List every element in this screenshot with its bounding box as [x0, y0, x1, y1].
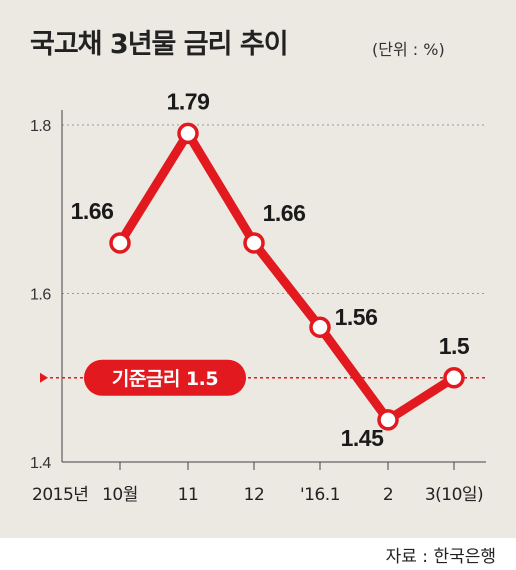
- data-label: 1.56: [335, 304, 378, 330]
- line-chart: 1.4 1.6 1.8 10월 11 12 '16.1 2 3(10일) 2015년 기준금리 1…: [30, 88, 486, 505]
- y-tick-label: 1.4: [30, 455, 51, 472]
- x-tick-label: 3(10일): [425, 485, 483, 505]
- reference-line-group: 기준금리 1.5: [40, 359, 486, 396]
- y-tick-label: 1.8: [30, 118, 51, 135]
- reference-label: 기준금리 1.5: [112, 368, 218, 390]
- chart-card: [0, 0, 516, 538]
- x-tick-label: 2: [383, 485, 393, 505]
- source-bar: [0, 538, 516, 570]
- data-label: 1.79: [167, 88, 210, 114]
- data-label: 1.45: [341, 425, 384, 451]
- x-tick-label: 10월: [102, 485, 138, 505]
- data-point: [177, 122, 199, 145]
- grid-lines: [62, 124, 486, 294]
- reference-badge: [84, 359, 246, 396]
- x-tick-label: 12: [244, 485, 265, 505]
- data-point: [443, 367, 465, 389]
- x-year-prefix: 2015년: [32, 485, 88, 505]
- series-line: [116, 124, 457, 426]
- data-point: [309, 316, 331, 338]
- data-label: 1.66: [263, 200, 306, 226]
- y-tick-label: 1.6: [30, 287, 51, 304]
- data-label: 1.66: [71, 198, 114, 224]
- data-point: [109, 232, 131, 254]
- data-points: [109, 122, 465, 431]
- x-tick-label: 11: [178, 485, 199, 505]
- data-point: [377, 409, 399, 431]
- x-tick-label: '16.1: [300, 485, 340, 505]
- chart-title: 국고채 3년물 금리 추이: [30, 29, 289, 60]
- reference-arrow-icon: [40, 372, 48, 383]
- axes: 1.4 1.6 1.8 10월 11 12 '16.1 2 3(10일) 2015년: [30, 110, 486, 505]
- series-line-group: [116, 124, 457, 426]
- data-label: 1.5: [439, 333, 470, 359]
- unit-label: (단위 : %): [372, 40, 445, 59]
- data-point: [243, 232, 265, 254]
- data-labels: 1.66 1.79 1.66 1.56 1.45 1.5: [71, 88, 471, 451]
- source-note: 자료 : 한국은행: [385, 547, 496, 567]
